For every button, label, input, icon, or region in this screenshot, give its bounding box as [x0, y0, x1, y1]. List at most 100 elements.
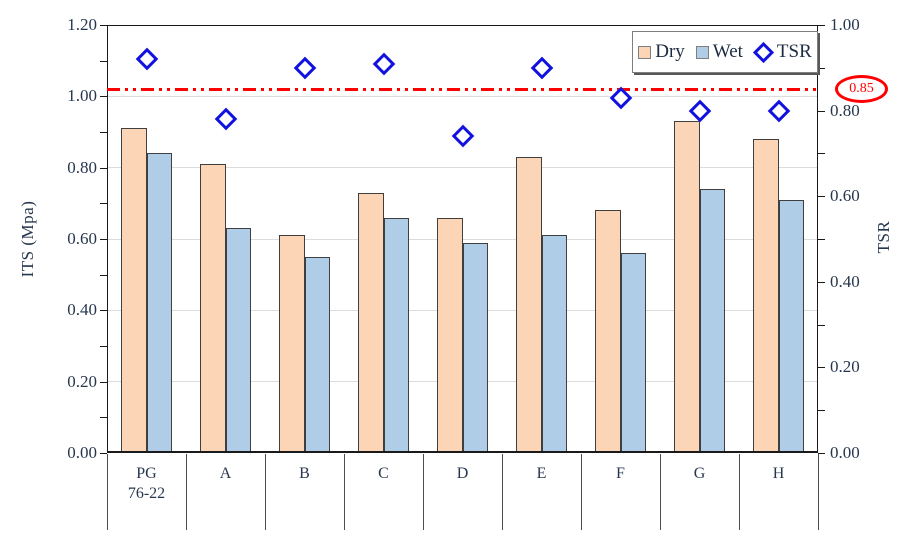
bar-wet-2: [304, 256, 330, 453]
gridline: [107, 238, 818, 240]
right-axis-tick: [818, 67, 825, 69]
x-axis-label: PG 76-22: [127, 465, 166, 502]
category-separator: [423, 454, 424, 530]
left-axis-tick: [100, 132, 107, 133]
x-axis-label: F: [616, 465, 625, 482]
x-axis-label: E: [536, 465, 547, 482]
left-axis-tick: [100, 239, 107, 240]
category-separator: [581, 454, 582, 530]
right-axis-tick-label: 0.40: [830, 271, 860, 291]
threshold-line: [107, 87, 818, 91]
tsr-marker-2: [293, 56, 316, 80]
category-separator: [818, 454, 819, 530]
right-axis-tick: [818, 239, 825, 240]
x-axis-label: B: [299, 465, 310, 482]
left-axis-tick: [100, 60, 107, 62]
right-axis-tick-label: 0.60: [830, 186, 860, 206]
right-axis-title: TSR: [874, 220, 893, 254]
tsr-marker-8: [767, 99, 790, 122]
tsr-marker-1: [214, 107, 237, 131]
right-axis-tick: [818, 367, 825, 369]
left-axis-tick-label: 0.60: [67, 229, 97, 248]
dry-swatch-icon: [638, 45, 652, 59]
left-axis-tick: [100, 346, 107, 347]
left-axis-tick-label: 0.80: [67, 157, 97, 177]
diamond-marker-icon: [752, 41, 775, 63]
right-axis-tick-label: 0.00: [830, 443, 860, 462]
x-axis-label: D: [456, 465, 469, 482]
threshold-annotation-label: 0.85: [849, 81, 874, 96]
left-axis-tick: [100, 381, 107, 383]
category-separator: [660, 454, 661, 530]
gridline: [107, 167, 818, 169]
right-axis-tick: [818, 25, 825, 26]
bar-dry-3: [358, 192, 384, 453]
bar-dry-6: [595, 210, 621, 453]
legend-label-tsr: TSR: [776, 41, 812, 62]
left-axis-tick-label: 0.40: [67, 300, 97, 320]
legend: Dry Wet TSR: [632, 31, 818, 73]
left-axis-tick-label: 1.00: [67, 86, 97, 106]
bar-wet-3: [383, 217, 409, 453]
tsr-marker-4: [451, 124, 474, 148]
bar-dry-2: [279, 235, 305, 453]
tsr-marker-3: [372, 52, 395, 75]
right-axis-tick: [818, 153, 825, 155]
legend-item-tsr: TSR: [752, 41, 812, 63]
bar-dry-1: [200, 164, 226, 453]
category-separator: [739, 454, 740, 530]
bar-wet-6: [620, 253, 646, 453]
tsr-marker-5: [530, 56, 553, 80]
right-axis-tick: [818, 324, 825, 326]
left-axis-tick-label: 0.20: [67, 371, 97, 391]
right-axis-tick: [818, 453, 825, 454]
left-axis-title: ITS (Mpa): [18, 200, 37, 278]
right-axis-tick-label: 0.20: [830, 357, 860, 377]
bar-wet-0: [146, 153, 172, 453]
category-separator: [186, 454, 187, 530]
x-axis-label: C: [378, 465, 389, 482]
x-axis-label: A: [219, 465, 232, 482]
bar-dry-4: [437, 217, 463, 453]
bar-dry-7: [674, 121, 700, 453]
gridline: [107, 95, 818, 97]
bar-wet-8: [778, 199, 804, 453]
tsr-marker-7: [688, 99, 711, 122]
left-axis-tick: [100, 96, 107, 98]
bar-dry-0: [121, 128, 147, 453]
right-axis-tick: [818, 196, 825, 198]
bar-wet-5: [541, 235, 567, 453]
bar-wet-4: [462, 242, 488, 453]
bar-dry-5: [516, 156, 542, 453]
tsr-marker-0: [135, 47, 158, 71]
left-axis-tick: [100, 310, 107, 312]
legend-item-wet: Wet: [695, 41, 743, 63]
right-axis-tick: [818, 110, 825, 112]
right-axis-tick-label: 1.00: [830, 15, 860, 34]
right-axis-tick-label: 0.80: [830, 100, 860, 120]
left-axis-tick: [100, 25, 107, 26]
left-axis-tick-label: 0.00: [67, 443, 97, 462]
category-separator: [265, 454, 266, 530]
left-axis-tick: [100, 167, 107, 169]
left-axis-tick: [100, 274, 107, 276]
left-axis-tick-label: 1.20: [67, 15, 97, 34]
left-axis-tick: [100, 203, 107, 205]
category-separator: [502, 454, 503, 530]
bar-dry-8: [753, 139, 779, 453]
right-axis-tick: [818, 281, 825, 283]
legend-item-dry: Dry: [638, 41, 685, 63]
right-axis-tick: [818, 410, 825, 412]
legend-label-dry: Dry: [655, 41, 685, 62]
left-axis-tick: [100, 417, 107, 419]
category-separator: [107, 454, 108, 530]
wet-swatch-icon: [695, 45, 709, 59]
category-separator: [344, 454, 345, 530]
bar-wet-1: [225, 228, 251, 453]
left-axis-tick: [100, 453, 107, 454]
legend-label-wet: Wet: [712, 41, 743, 62]
x-axis-label: H: [772, 465, 785, 482]
x-axis-label: G: [693, 465, 706, 482]
bar-wet-7: [699, 189, 725, 453]
